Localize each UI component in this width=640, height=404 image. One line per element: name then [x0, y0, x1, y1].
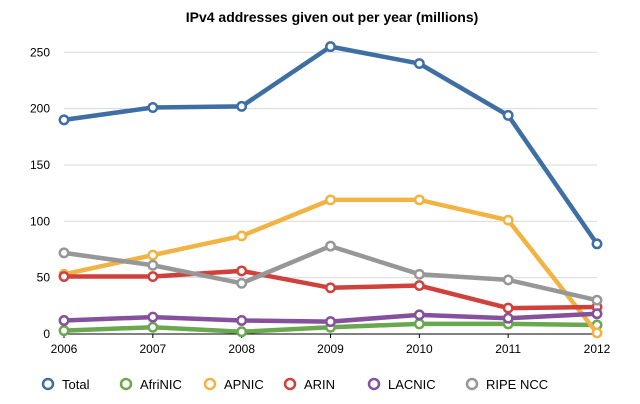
data-point-ripe-ncc — [591, 294, 603, 306]
data-point-apnic — [502, 214, 514, 226]
data-point-total — [147, 102, 159, 113]
data-point-ripe-ncc — [147, 259, 159, 271]
legend-label: Total — [62, 377, 90, 392]
data-point-lacnic — [236, 315, 248, 326]
data-point-lacnic — [502, 312, 514, 324]
data-point-total — [58, 114, 70, 126]
data-point-ripe-ncc — [236, 277, 248, 289]
data-point-arin — [502, 302, 514, 314]
legend-marker — [367, 377, 381, 391]
series-apnic — [58, 194, 603, 339]
legend-label: ARIN — [304, 377, 335, 392]
x-tick-label: 2007 — [139, 342, 166, 356]
x-tick-label: 2011 — [495, 342, 521, 356]
y-tick-label: 0 — [43, 327, 50, 341]
x-tick-label: 2009 — [317, 342, 344, 356]
x-tick-label: 2012 — [584, 342, 611, 356]
legend-label: APNIC — [224, 377, 264, 392]
legend-item-arin: ARIN — [283, 377, 335, 392]
data-point-lacnic — [147, 311, 159, 323]
data-point-apnic — [325, 194, 336, 206]
data-point-apnic — [147, 249, 159, 261]
legend-item-ripe-ncc: RIPE NCC — [465, 377, 548, 392]
y-tick-label: 200 — [30, 102, 50, 116]
data-point-lacnic — [413, 309, 425, 321]
data-point-total — [591, 238, 603, 250]
y-tick-label: 50 — [37, 271, 51, 285]
series-arin — [58, 265, 603, 314]
data-point-total — [502, 109, 514, 121]
data-point-total — [325, 41, 336, 53]
legend-label: RIPE NCC — [486, 377, 548, 392]
data-point-ripe-ncc — [413, 268, 425, 280]
data-point-arin — [413, 280, 425, 291]
series-ripe-ncc — [58, 240, 603, 306]
legend: Total AfriNIC APNIC ARIN LACNIC RIPE NCC — [41, 377, 548, 392]
series-line-apnic — [61, 197, 600, 336]
legend-marker — [41, 377, 55, 391]
data-point-apnic — [591, 327, 603, 339]
data-point-apnic — [236, 230, 248, 242]
y-tick-label: 150 — [30, 158, 50, 172]
data-point-arin — [147, 271, 159, 282]
data-point-total — [413, 58, 425, 69]
legend-label: LACNIC — [388, 377, 436, 392]
legend-marker — [283, 377, 297, 391]
data-point-lacnic — [58, 315, 70, 326]
x-tick-label: 2008 — [228, 342, 255, 356]
axes: 0 50 100 150 200 250 2006 2007 2008 2009 2010 2011 2… — [30, 45, 611, 356]
series-lacnic — [58, 308, 603, 328]
legend-item-apnic: APNIC — [203, 377, 264, 392]
data-point-arin — [325, 282, 336, 294]
data-point-lacnic — [325, 316, 336, 328]
data-point-arin — [236, 265, 248, 277]
data-point-total — [236, 100, 248, 112]
data-point-afrinic — [58, 325, 70, 337]
data-point-ripe-ncc — [325, 240, 336, 252]
x-tick-label: 2006 — [51, 342, 78, 356]
data-point-ripe-ncc — [502, 274, 514, 286]
data-point-apnic — [413, 194, 425, 206]
legend-item-afrinic: AfriNIC — [119, 377, 182, 392]
chart-title: IPv4 addresses given out per year (milli… — [186, 9, 479, 25]
data-point-arin — [58, 271, 70, 282]
legend-marker — [203, 377, 217, 391]
x-tick-label: 2010 — [406, 342, 433, 356]
series-afrinic — [58, 318, 603, 338]
series-line-total — [61, 44, 600, 247]
data-point-lacnic — [591, 308, 603, 320]
legend-marker — [119, 377, 133, 391]
y-tick-label: 100 — [30, 214, 50, 228]
series — [58, 41, 603, 339]
data-point-afrinic — [413, 318, 425, 330]
legend-marker — [465, 377, 479, 391]
data-point-afrinic — [236, 326, 248, 338]
legend-label: AfriNIC — [140, 377, 182, 392]
legend-item-total: Total — [41, 377, 90, 392]
y-tick-label: 250 — [30, 45, 50, 59]
legend-item-lacnic: LACNIC — [367, 377, 436, 392]
data-point-afrinic — [147, 321, 159, 333]
series-total — [58, 41, 603, 250]
data-point-ripe-ncc — [58, 247, 70, 259]
